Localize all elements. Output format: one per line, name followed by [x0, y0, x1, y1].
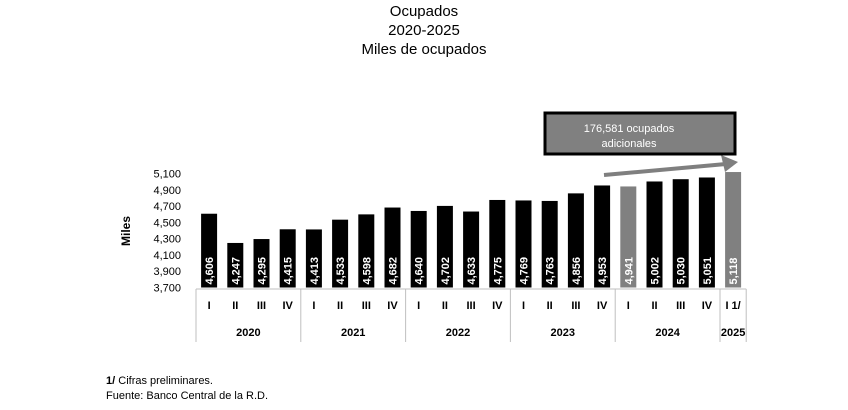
bar [567, 193, 584, 288]
year-label: 2021 [341, 327, 365, 339]
y-tick-label: 4,100 [153, 250, 181, 262]
quarter-label: IV [492, 300, 503, 312]
bar [358, 214, 375, 288]
bar-value-label: 5,030 [676, 257, 688, 285]
chart-title: Ocupados [389, 3, 459, 20]
bar-value-label: 4,295 [257, 257, 269, 285]
bar-value-label: 4,413 [309, 257, 321, 285]
bar-value-label: 5,002 [650, 257, 662, 285]
bar [305, 229, 322, 288]
bar [646, 181, 663, 288]
chart-subtitle-units: Miles de ocupados [361, 41, 487, 58]
bar-value-label: 4,415 [283, 257, 295, 285]
bar-value-label: 4,763 [545, 257, 557, 285]
quarter-label: I [208, 300, 211, 312]
bar-value-label: 4,856 [571, 257, 583, 285]
annotation-text-line1: 176,581 ocupados [584, 123, 675, 135]
quarter-label: I 1/ [725, 300, 740, 312]
bar [594, 185, 611, 288]
bar [384, 207, 401, 288]
quarter-label: II [442, 300, 448, 312]
chart-titles: Ocupados 2020-2025 Miles de ocupados [0, 2, 848, 59]
footnote-mark: 1/ [106, 375, 116, 387]
bar-value-label: 4,775 [492, 257, 504, 285]
chart-subtitle-period: 2020-2025 [388, 22, 460, 39]
quarter-label: II [651, 300, 657, 312]
year-label: 2025 [721, 327, 745, 339]
quarter-label: I [417, 300, 420, 312]
year-label: 2024 [655, 327, 680, 339]
year-label: 2020 [236, 327, 260, 339]
bar-value-label: 4,533 [335, 257, 347, 285]
quarter-label: IV [387, 300, 398, 312]
y-tick-label: 5,100 [153, 169, 181, 181]
bar [279, 229, 296, 288]
bar-value-label: 4,769 [519, 257, 531, 285]
bar-value-label: 4,941 [623, 257, 635, 285]
y-tick-label: 3,700 [153, 283, 181, 295]
bar [515, 200, 532, 288]
bar-value-label: 4,606 [204, 257, 216, 285]
quarter-label: II [547, 300, 553, 312]
bar [410, 210, 427, 288]
y-tick-label: 4,300 [153, 234, 181, 246]
quarter-label: III [467, 300, 476, 312]
quarter-label: III [257, 300, 266, 312]
bar [463, 211, 480, 288]
growth-arrow-line [603, 162, 727, 177]
bar [253, 239, 270, 288]
bar [698, 177, 715, 288]
annotation-text-line2: adicionales [601, 138, 657, 150]
bar-value-label: 5,118 [728, 258, 740, 285]
quarter-label: III [676, 300, 685, 312]
quarter-label: III [571, 300, 580, 312]
bar [489, 199, 506, 288]
bar [672, 179, 689, 288]
annotation-box [543, 111, 737, 156]
bar-value-label: 4,640 [414, 257, 426, 285]
footnotes: 1/ Cifras preliminares. Fuente: Banco Ce… [106, 374, 268, 404]
quarter-label: II [337, 300, 343, 312]
y-tick-label: 3,900 [153, 266, 181, 278]
bar [201, 213, 218, 288]
bar-value-label: 5,051 [702, 257, 714, 285]
bar [620, 186, 637, 288]
quarter-label: I [312, 300, 315, 312]
bar-value-label: 4,702 [440, 257, 452, 285]
quarter-label: IV [597, 300, 608, 312]
bar-value-label: 4,953 [597, 257, 609, 285]
y-axis-title: Miles [119, 216, 133, 246]
bar-value-label: 4,682 [388, 257, 400, 285]
quarter-label: II [232, 300, 238, 312]
bar [541, 200, 558, 288]
growth-arrow-head [721, 155, 738, 172]
bar-value-label: 4,633 [466, 257, 478, 285]
quarter-label: I [627, 300, 630, 312]
bar [332, 219, 349, 288]
source-note: Fuente: Banco Central de la R.D. [106, 390, 269, 402]
quarter-label: I [522, 300, 525, 312]
bar-value-label: 4,247 [230, 257, 242, 285]
y-tick-label: 4,900 [153, 185, 181, 197]
bar [436, 205, 453, 288]
y-tick-label: 4,700 [153, 201, 181, 213]
y-tick-label: 4,500 [153, 217, 181, 229]
bar [725, 172, 742, 288]
quarter-label: IV [282, 300, 293, 312]
year-label: 2022 [446, 327, 470, 339]
footnote-text: Cifras preliminares. [115, 375, 213, 387]
year-label: 2023 [551, 327, 575, 339]
quarter-label: III [362, 300, 371, 312]
bar-value-label: 4,598 [361, 257, 373, 285]
quarter-label: IV [702, 300, 713, 312]
footnote-preliminary: 1/ Cifras preliminares. [106, 374, 268, 389]
bar [227, 242, 244, 288]
